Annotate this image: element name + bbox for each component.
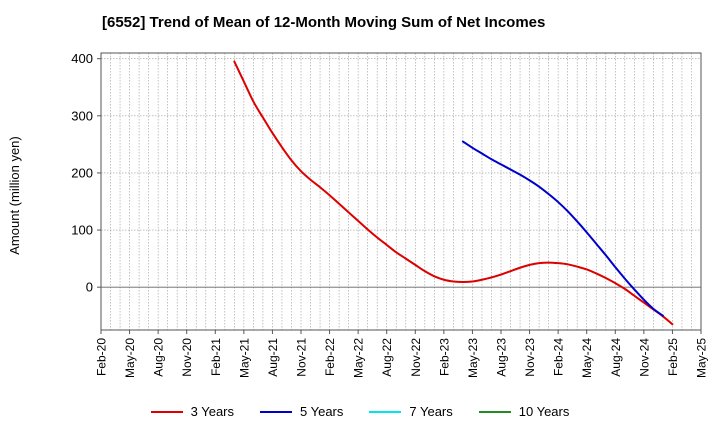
axis-layer <box>97 52 702 334</box>
legend-swatch-7-years <box>369 410 402 413</box>
x-tick-label: Feb-22 <box>323 338 337 376</box>
legend-label: 3 Years <box>190 404 234 419</box>
x-tick-label: May-25 <box>695 338 709 378</box>
x-tick-label: Feb-23 <box>437 338 451 376</box>
x-tick-label: Aug-21 <box>266 338 280 377</box>
tick-label-layer: 0 100 200 300 400 Feb-20 May-20 Aug-20 Nov-20 Feb… <box>7 51 709 378</box>
x-tick-label: Nov-24 <box>637 338 651 377</box>
x-tick-label: Aug-24 <box>609 338 623 377</box>
x-tick-label: Aug-23 <box>495 338 509 377</box>
y-tick-label: 400 <box>71 51 93 66</box>
x-tick-label: Aug-20 <box>152 338 166 377</box>
legend-item-5-years: 5 Years <box>260 404 343 419</box>
y-tick-label: 200 <box>71 165 93 180</box>
series-line-5-years <box>461 140 664 317</box>
x-tick-label: May-23 <box>466 338 480 378</box>
series-line-3-years <box>233 60 674 326</box>
x-tick-label: Feb-25 <box>666 338 680 376</box>
chart-title: [6552] Trend of Mean of 12-Month Moving … <box>102 14 546 31</box>
x-tick-label: Aug-22 <box>380 338 394 377</box>
x-tick-label: Feb-20 <box>95 338 109 376</box>
y-axis-label: Amount (million yen) <box>7 136 22 255</box>
legend-swatch-3-years <box>150 410 183 413</box>
legend-label: 10 Years <box>518 404 570 419</box>
x-tick-label: Feb-24 <box>552 338 566 376</box>
y-tick-label: 100 <box>71 223 93 238</box>
grid-layer <box>100 53 702 330</box>
legend: 3 Years 5 Years 7 Years 10 Years <box>0 404 720 419</box>
legend-item-10-years: 10 Years <box>478 404 570 419</box>
y-tick-label: 0 <box>86 280 93 295</box>
legend-item-3-years: 3 Years <box>150 404 234 419</box>
x-tick-label: Feb-21 <box>209 338 223 376</box>
x-tick-label: Nov-23 <box>523 338 537 377</box>
x-tick-label: May-20 <box>123 338 137 378</box>
x-tick-label: Nov-20 <box>180 338 194 377</box>
legend-swatch-5-years <box>260 410 292 413</box>
x-tick-label: May-24 <box>580 338 594 378</box>
legend-swatch-10-years <box>478 410 511 413</box>
x-tick-label: May-21 <box>237 338 251 378</box>
x-tick-label: Nov-21 <box>295 338 309 377</box>
y-tick-label: 300 <box>71 108 93 123</box>
x-tick-label: May-22 <box>352 338 366 378</box>
series-layer <box>233 60 674 326</box>
legend-label: 7 Years <box>409 404 453 419</box>
legend-item-7-years: 7 Years <box>369 404 453 419</box>
x-tick-label: Nov-22 <box>409 338 423 377</box>
legend-label: 5 Years <box>300 404 344 419</box>
plot-frame <box>100 52 702 331</box>
